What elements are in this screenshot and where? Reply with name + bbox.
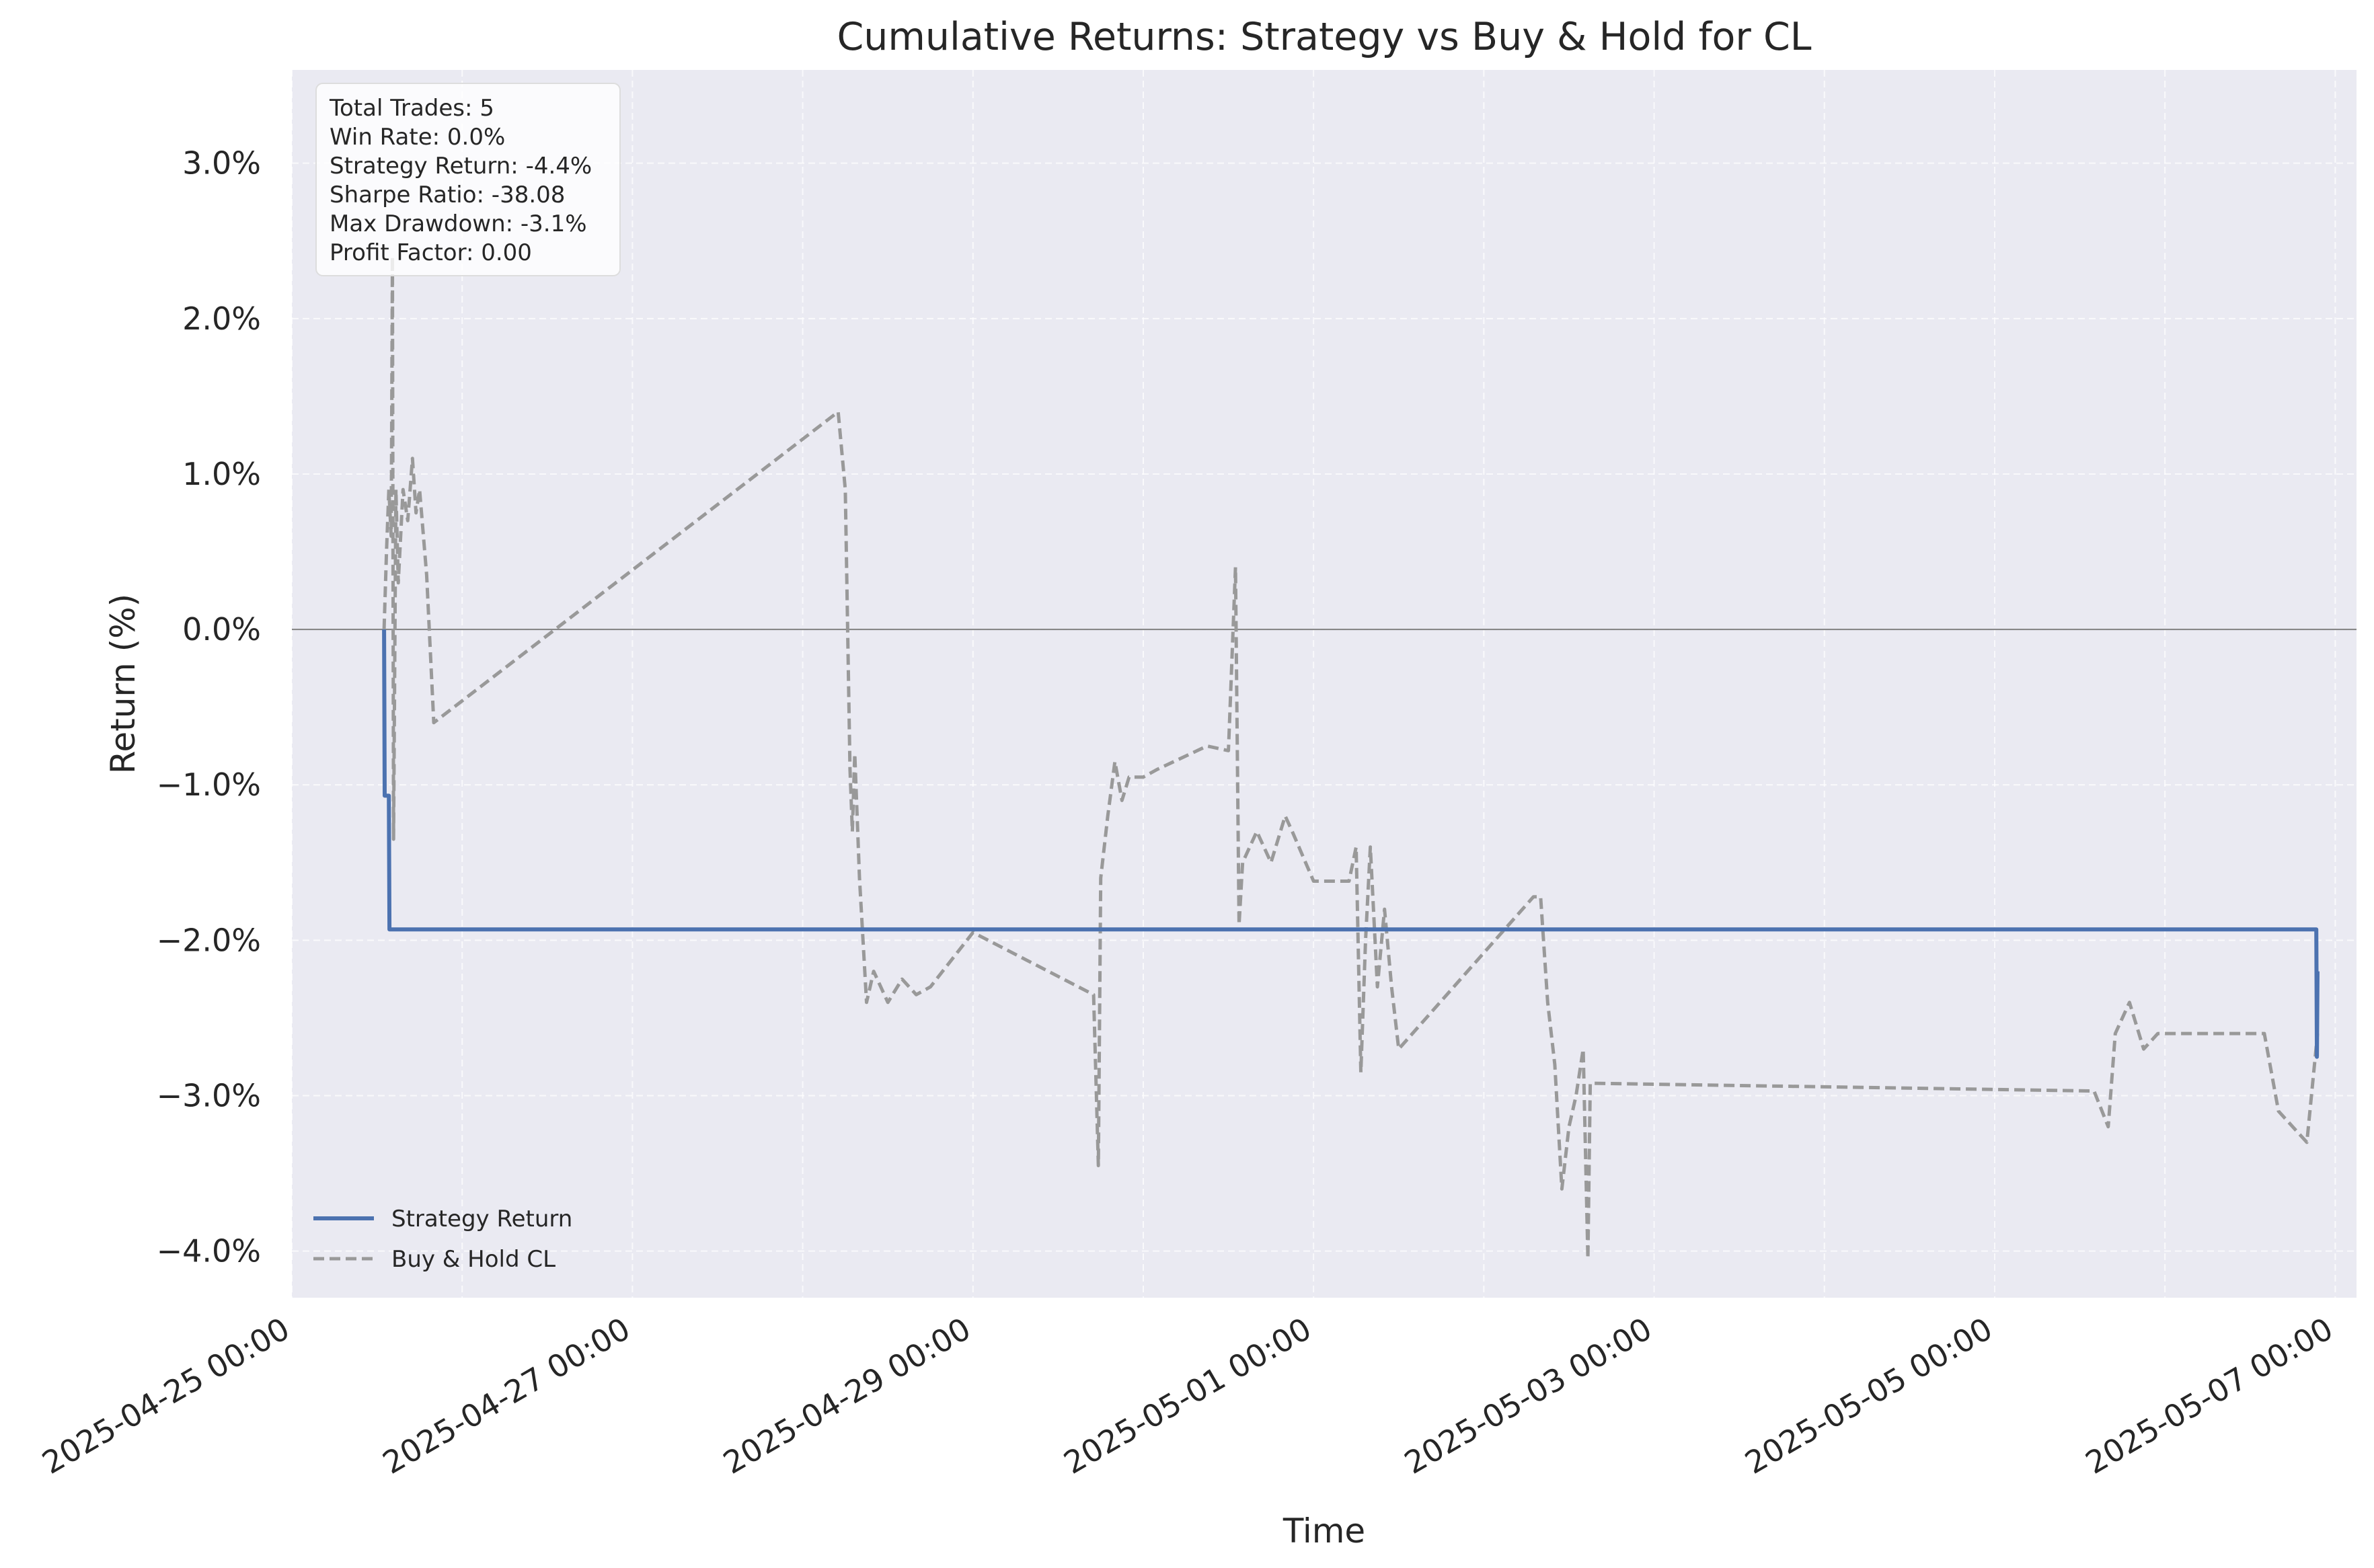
y-tick-label: −2.0% <box>157 922 261 958</box>
stats-box: Total Trades: 5 Win Rate: 0.0% Strategy … <box>315 83 621 276</box>
y-tick-label: −4.0% <box>157 1233 261 1269</box>
chart-title: Cumulative Returns: Strategy vs Buy & Ho… <box>837 15 1811 59</box>
plot-area <box>292 70 2357 1298</box>
legend: Strategy Return Buy & Hold CL <box>313 1206 572 1273</box>
y-tick-label: −3.0% <box>157 1078 261 1114</box>
legend-label-strategy: Strategy Return <box>391 1206 572 1232</box>
stats-total-trades: Total Trades: 5 <box>329 95 494 122</box>
y-tick-label: 1.0% <box>182 456 261 492</box>
stats-profit-factor: Profit Factor: 0.00 <box>330 239 532 266</box>
series-layer <box>382 254 2320 1261</box>
stats-box-background <box>315 83 621 276</box>
y-tick-label: 3.0% <box>182 145 261 182</box>
grid-lines <box>291 70 2357 1298</box>
stats-sharpe-ratio: Sharpe Ratio: -38.08 <box>330 182 565 208</box>
x-axis-label: Time <box>1282 1512 1365 1551</box>
y-tick-label: 2.0% <box>182 301 261 337</box>
stats-max-drawdown: Max Drawdown: -3.1% <box>330 210 587 237</box>
y-tick-label: −1.0% <box>157 767 261 803</box>
y-axis-label: Return (%) <box>104 594 143 774</box>
y-tick-label: 0.0% <box>182 611 261 648</box>
stats-strategy-return: Strategy Return: -4.4% <box>330 153 592 180</box>
stats-win-rate: Win Rate: 0.0% <box>330 124 505 151</box>
y-axis-ticks: 3.0% 2.0% 1.0% 0.0% −1.0% −2.0% −3.0% −4.0% <box>157 145 261 1269</box>
strategy-return-line <box>382 629 2320 1059</box>
legend-label-buyhold: Buy & Hold CL <box>391 1246 556 1273</box>
buy-hold-line <box>382 254 2320 1261</box>
